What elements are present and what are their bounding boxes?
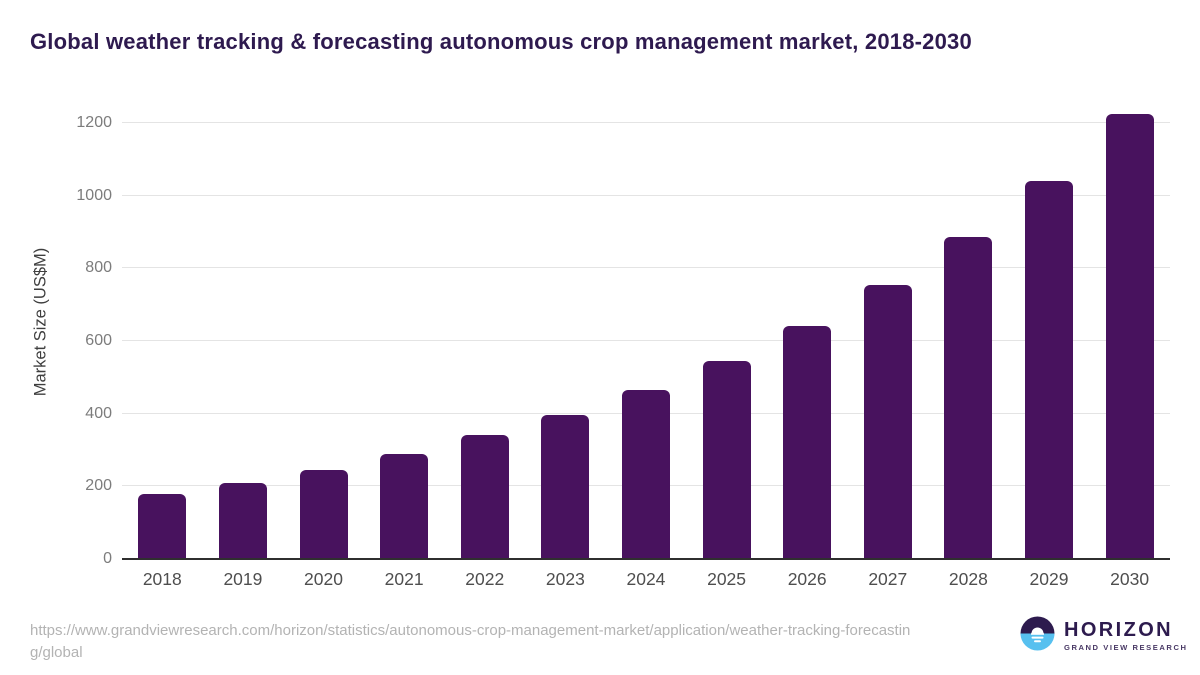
bar-2028[interactable]: [944, 237, 993, 559]
y-tick-label-600: 600: [85, 332, 112, 349]
bar-2023[interactable]: [541, 415, 590, 559]
x-tick-label-2029: 2029: [1029, 569, 1069, 589]
x-axis-line: [122, 558, 1170, 560]
bar-2018[interactable]: [138, 493, 187, 559]
bar-group-2028: [928, 95, 1009, 559]
plot-area: [122, 95, 1170, 560]
bars: [122, 95, 1170, 559]
y-tick-label-1000: 1000: [76, 186, 112, 204]
bar-group-2018: [122, 95, 203, 559]
x-tick-label-2024: 2024: [626, 569, 666, 589]
bar-group-2026: [767, 95, 848, 559]
bar-2026[interactable]: [783, 326, 832, 559]
x-tick-label-2028: 2028: [948, 569, 988, 589]
gridline-1200: [122, 121, 1170, 123]
y-tick-label-1200: 1200: [76, 113, 112, 131]
horizon-logo-icon: [1020, 616, 1055, 656]
bar-group-2029: [1009, 95, 1090, 559]
x-tick-label-2030: 2030: [1110, 569, 1150, 589]
bar-group-2019: [203, 95, 284, 559]
bar-group-2027: [847, 95, 928, 559]
x-axis-labels: 2018 2019 2020 2021 2022 2023 2024 2025 2026 2027…: [122, 569, 1170, 590]
bar-group-2021: [364, 95, 445, 559]
horizon-logo: HORIZON GRAND VIEW RESEARCH: [1020, 616, 1188, 656]
x-tick-label-2018: 2018: [142, 569, 182, 589]
bar-2025[interactable]: [702, 360, 751, 559]
logo-text: HORIZON GRAND VIEW RESEARCH: [1064, 620, 1188, 652]
x-tick-label-2021: 2021: [384, 569, 424, 589]
bar-2024[interactable]: [621, 390, 670, 559]
x-tick-label-2020: 2020: [304, 569, 343, 589]
source-url: https://www.grandviewresearch.com/horizo…: [30, 622, 911, 661]
y-tick-label-0: 0: [103, 550, 112, 567]
y-tick-label-200: 200: [85, 477, 112, 495]
gridline-1000: [122, 194, 1170, 196]
x-tick-label-2027: 2027: [868, 569, 908, 589]
x-tick-label-2023: 2023: [545, 569, 585, 589]
logo-brand: HORIZON: [1064, 619, 1174, 642]
y-axis-ticks: 0 200 400 600 800 1000 1200: [0, 95, 112, 566]
bar-group-2022: [444, 95, 525, 559]
bar-2030[interactable]: [1105, 113, 1154, 559]
bar-group-2020: [283, 95, 364, 559]
bar-2029[interactable]: [1025, 181, 1073, 559]
bar-group-2025: [686, 95, 767, 559]
bar-2022[interactable]: [460, 435, 509, 559]
bar-group-2030: [1089, 95, 1170, 559]
bar-group-2023: [525, 95, 606, 559]
x-tick-label-2025: 2025: [707, 569, 747, 589]
bar-group-2024: [606, 95, 687, 559]
bar-2019[interactable]: [218, 482, 267, 559]
chart-title: Global weather tracking & forecasting au…: [30, 29, 972, 54]
x-tick-label-2022: 2022: [465, 569, 505, 589]
y-tick-label-400: 400: [85, 404, 112, 422]
y-tick-label-800: 800: [85, 259, 112, 277]
gridline-800: [122, 267, 1170, 269]
x-tick-label-2019: 2019: [223, 569, 263, 589]
bar-2027[interactable]: [863, 284, 912, 559]
bar-2021[interactable]: [380, 453, 429, 559]
bar-2020[interactable]: [299, 469, 348, 559]
logo-subbrand: GRAND VIEW RESEARCH: [1064, 643, 1188, 653]
gridline-600: [122, 340, 1170, 341]
x-tick-label-2026: 2026: [787, 569, 827, 589]
